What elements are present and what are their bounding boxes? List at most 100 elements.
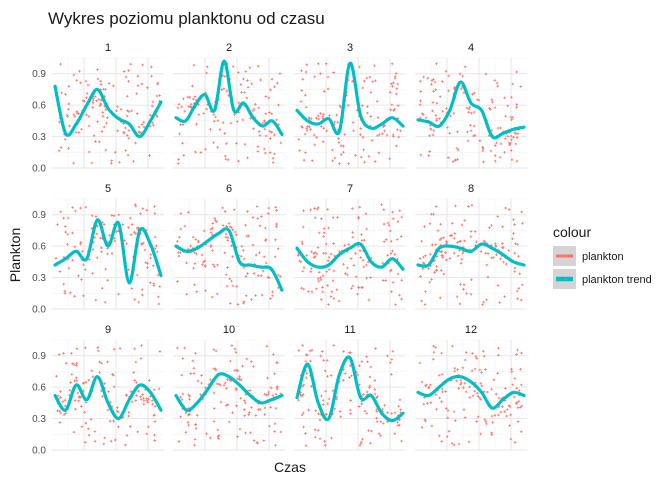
plankton-point xyxy=(519,430,523,434)
plankton-point xyxy=(513,266,517,270)
plankton-point xyxy=(435,101,439,105)
plankton-point xyxy=(202,260,205,264)
plankton-trend-line xyxy=(416,242,526,268)
plankton-point xyxy=(318,437,322,441)
plankton-point xyxy=(236,377,240,380)
plankton-point xyxy=(142,396,145,400)
plankton-point xyxy=(260,293,264,297)
plankton-point xyxy=(400,297,403,301)
facet-label: 11 xyxy=(344,324,355,336)
plankton-point xyxy=(251,216,255,219)
plankton-point xyxy=(91,106,95,109)
plankton-point xyxy=(494,159,497,163)
plankton-point xyxy=(267,390,271,394)
plankton-point xyxy=(472,124,476,128)
plankton-point xyxy=(66,216,70,220)
plankton-point xyxy=(420,299,424,303)
plankton-point xyxy=(378,133,381,136)
plankton-point xyxy=(389,108,392,112)
plankton-point xyxy=(57,149,61,153)
plankton-point xyxy=(373,379,377,382)
plankton-point xyxy=(470,369,474,373)
plankton-point xyxy=(393,432,397,435)
plankton-point xyxy=(153,246,157,250)
plankton-point xyxy=(338,410,342,413)
plankton-point xyxy=(321,403,325,406)
plankton-point xyxy=(127,414,130,418)
plankton-point xyxy=(376,395,379,398)
plankton-point xyxy=(302,287,306,291)
plankton-point xyxy=(516,406,520,410)
plankton-point xyxy=(394,144,398,148)
plankton-point xyxy=(434,88,437,91)
plankton-point xyxy=(99,83,103,86)
plankton-point xyxy=(442,272,446,276)
plankton-point xyxy=(256,64,260,68)
plankton-point xyxy=(229,302,232,305)
plankton-point xyxy=(98,140,101,144)
plankton-point xyxy=(475,240,478,244)
plankton-point xyxy=(96,346,100,349)
plankton-point xyxy=(423,418,427,421)
plankton-point xyxy=(352,129,355,133)
plankton-point xyxy=(95,232,99,236)
plankton-point xyxy=(130,287,134,290)
plankton-trend-line xyxy=(295,355,405,423)
plankton-point xyxy=(459,261,463,265)
plankton-point xyxy=(106,360,109,364)
plankton-point xyxy=(435,265,438,268)
plankton-point xyxy=(302,393,305,396)
plankton-point xyxy=(146,401,150,404)
plankton-point xyxy=(227,222,231,225)
plankton-point xyxy=(381,279,385,282)
plankton-point xyxy=(507,208,511,211)
plankton-point xyxy=(335,397,338,401)
plankton-point xyxy=(200,374,203,377)
panel-4: 4 xyxy=(415,42,527,169)
plankton-point xyxy=(360,360,364,363)
plankton-point xyxy=(251,243,255,247)
plankton-point xyxy=(481,349,485,353)
plankton-point xyxy=(324,242,328,246)
plankton-point xyxy=(506,104,510,108)
plankton-point xyxy=(269,137,272,140)
plankton-point xyxy=(365,355,368,359)
plankton-point xyxy=(430,83,433,86)
plankton-point xyxy=(471,352,474,355)
plankton-point xyxy=(494,242,497,246)
plankton-point xyxy=(191,359,195,363)
plankton-point xyxy=(513,251,517,255)
plankton-point xyxy=(429,383,432,387)
plankton-point xyxy=(251,109,255,113)
plankton-point xyxy=(373,64,376,68)
plankton-point xyxy=(274,443,277,447)
plankton-point xyxy=(263,413,266,416)
plankton-point xyxy=(271,294,274,298)
plankton-point xyxy=(509,141,512,145)
plankton-point xyxy=(197,103,200,107)
plankton-point xyxy=(396,272,400,276)
plankton-point xyxy=(95,256,99,260)
y-tick-label: 0.9 xyxy=(32,351,46,362)
plankton-point xyxy=(320,394,323,398)
plankton-point xyxy=(358,443,362,447)
plankton-point xyxy=(297,137,301,141)
plankton-point xyxy=(127,69,130,72)
plankton-point xyxy=(479,432,483,436)
plankton-point xyxy=(418,257,422,260)
plankton-point xyxy=(273,430,276,433)
plankton-point xyxy=(187,105,191,108)
plankton-point xyxy=(445,107,448,110)
plankton-point xyxy=(430,424,434,428)
plankton-point xyxy=(87,258,91,261)
plankton-point xyxy=(216,146,219,149)
plankton-point xyxy=(325,270,329,273)
plankton-point xyxy=(349,399,352,402)
plankton-point xyxy=(470,203,474,207)
plankton-point xyxy=(493,414,497,417)
plankton-point xyxy=(252,439,256,442)
plankton-point xyxy=(451,160,455,163)
plankton-point xyxy=(79,242,82,246)
y-tick-label: 0.9 xyxy=(32,210,46,221)
y-tick-label: 0.3 xyxy=(32,132,46,143)
